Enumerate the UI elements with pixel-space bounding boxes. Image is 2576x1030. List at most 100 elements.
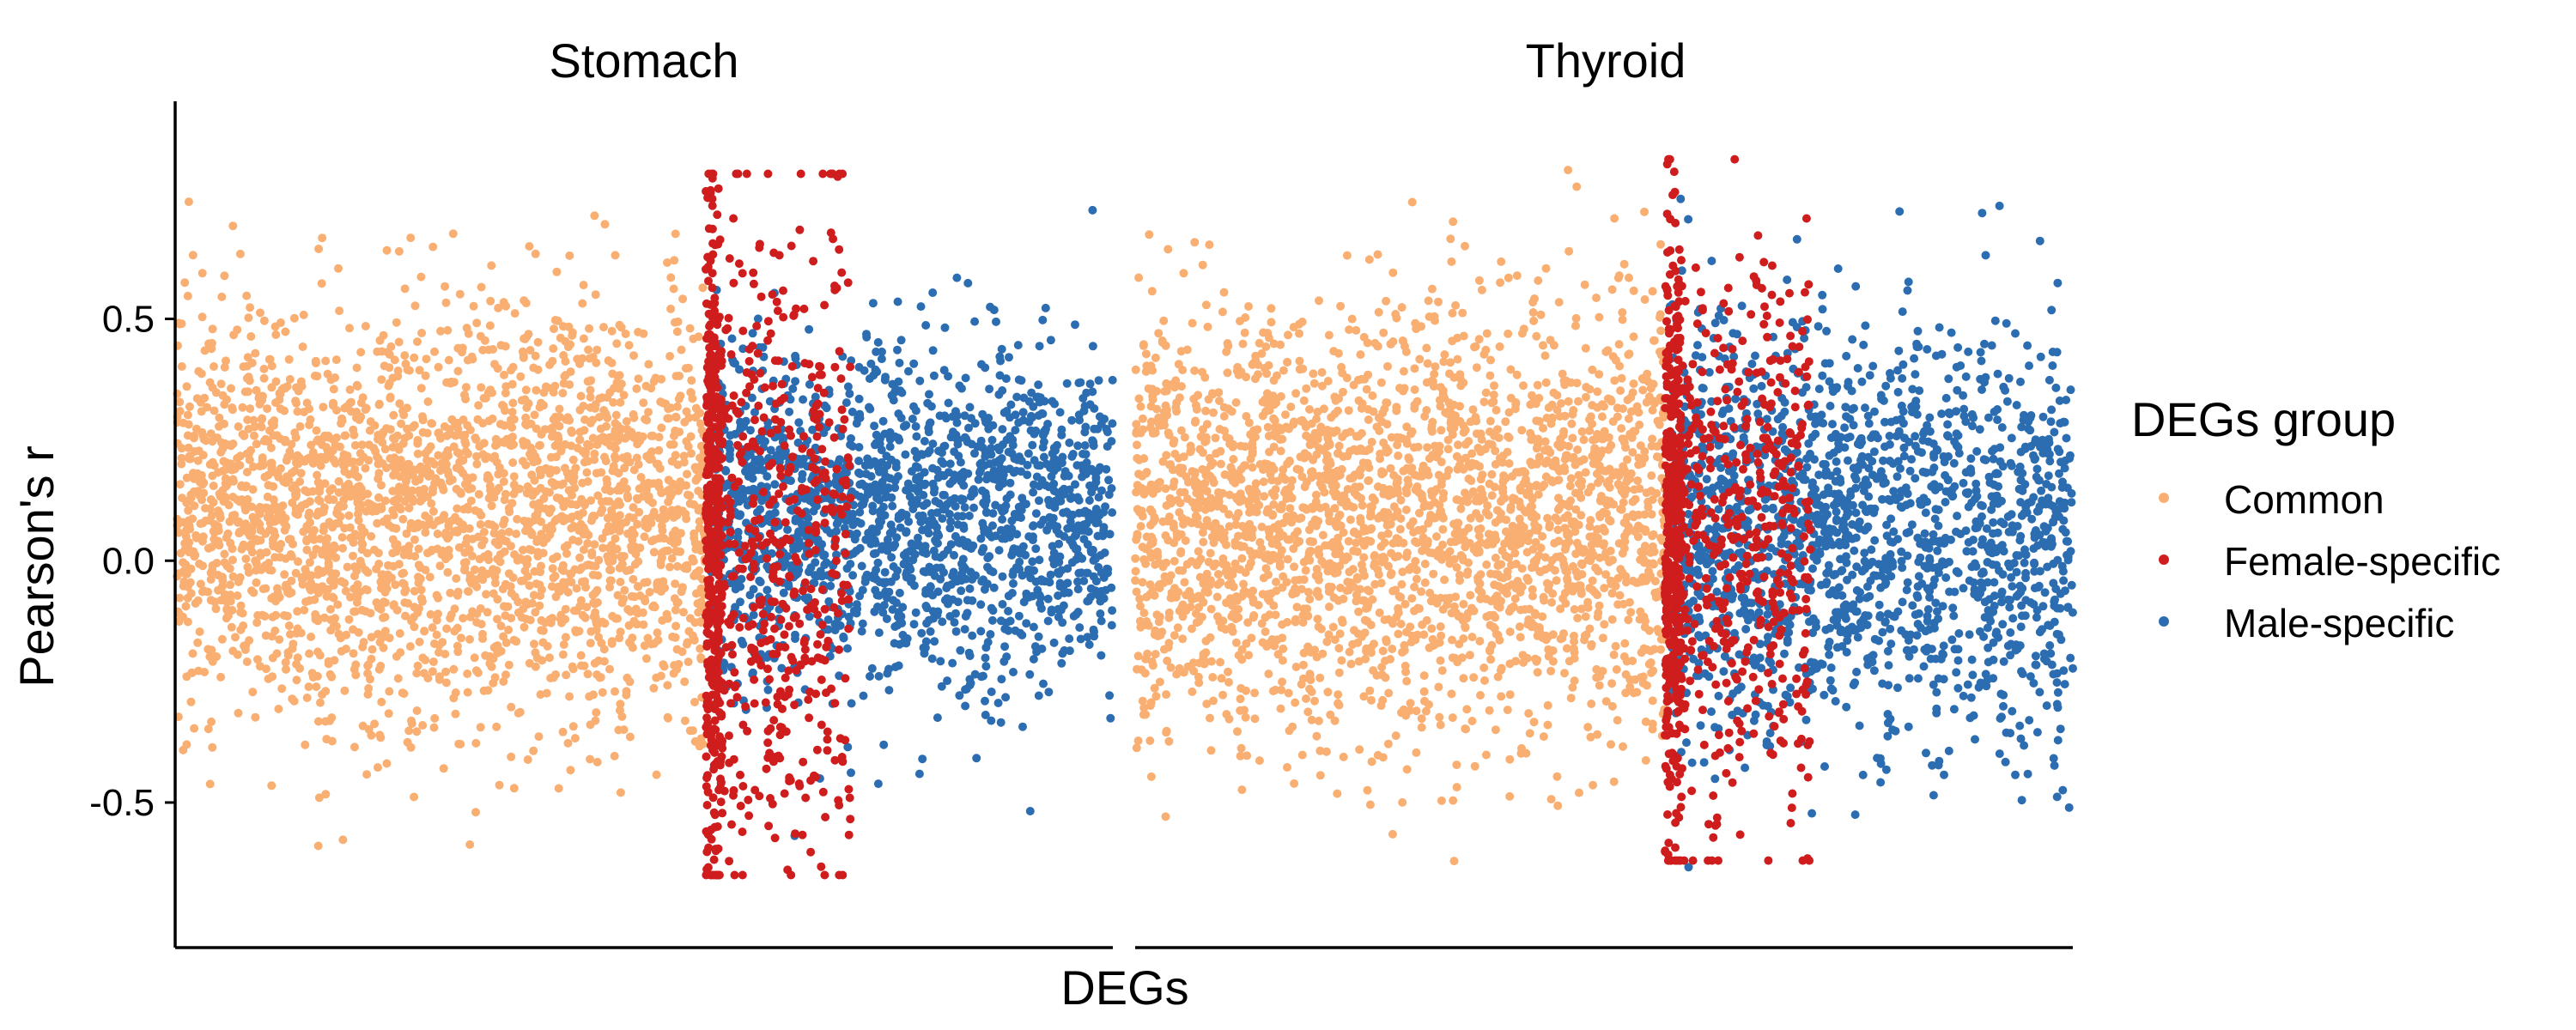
data-point [787, 241, 796, 251]
data-point [1019, 393, 1029, 403]
data-point [422, 354, 431, 364]
data-point [687, 388, 696, 397]
data-point [1036, 603, 1046, 613]
data-point [616, 700, 625, 709]
data-point [612, 339, 622, 348]
data-point [1073, 585, 1083, 594]
data-point [249, 462, 258, 471]
data-point [346, 487, 355, 496]
data-point [847, 768, 855, 778]
data-point [680, 677, 690, 687]
data-point [214, 526, 223, 536]
data-point [641, 490, 651, 500]
data-point [809, 407, 818, 416]
data-point [410, 535, 419, 544]
data-point [702, 713, 712, 723]
data-point [349, 430, 359, 439]
data-point [372, 598, 381, 607]
data-point [207, 717, 216, 726]
data-point [946, 433, 956, 442]
data-point [264, 481, 273, 490]
data-point [236, 601, 246, 610]
data-point [928, 346, 938, 355]
data-point [682, 481, 691, 490]
data-point [326, 604, 335, 614]
data-point [902, 573, 911, 582]
data-point [764, 461, 774, 470]
data-point [485, 482, 495, 491]
data-point [461, 446, 471, 456]
data-point [622, 484, 631, 494]
data-point [208, 437, 217, 446]
data-point [667, 554, 677, 563]
data-point [604, 522, 613, 531]
data-point [790, 700, 799, 710]
data-point [561, 604, 570, 614]
data-point [314, 793, 324, 803]
data-point [791, 351, 800, 360]
data-point [1106, 713, 1115, 723]
data-point [926, 582, 935, 591]
data-point [908, 505, 918, 513]
data-point [434, 451, 443, 460]
data-point [386, 342, 396, 351]
data-point [186, 564, 196, 573]
data-point [880, 375, 890, 385]
data-point [672, 537, 682, 547]
data-point [489, 345, 498, 354]
data-point [557, 512, 567, 521]
data-point [215, 541, 224, 550]
data-point [430, 347, 439, 356]
data-point [726, 350, 736, 359]
data-point [605, 388, 615, 397]
data-point [427, 499, 436, 508]
data-point [968, 487, 977, 496]
data-point [528, 491, 538, 500]
data-point [377, 697, 386, 706]
data-point [759, 413, 769, 422]
data-point [806, 448, 816, 457]
data-point [451, 709, 460, 718]
data-point [374, 474, 383, 483]
data-point [687, 376, 696, 385]
data-point [377, 375, 386, 385]
data-point [606, 576, 616, 585]
data-point [1068, 450, 1078, 458]
data-point [235, 451, 245, 461]
data-point [485, 321, 495, 330]
data-point [1009, 668, 1018, 676]
data-point [315, 534, 325, 543]
data-point [963, 609, 972, 618]
data-point [421, 371, 430, 380]
data-point [843, 278, 853, 288]
data-point [1107, 437, 1116, 446]
data-point [438, 546, 447, 555]
data-point [922, 619, 932, 628]
data-point [683, 657, 693, 667]
data-point [1064, 588, 1073, 597]
data-point [183, 291, 192, 300]
data-point [1005, 353, 1013, 362]
data-point [315, 483, 325, 493]
data-point [459, 614, 468, 623]
data-point [355, 457, 364, 466]
data-point [345, 385, 355, 394]
data-point [933, 713, 942, 723]
data-point [422, 456, 432, 465]
data-point [316, 461, 325, 470]
data-point [1079, 525, 1089, 535]
data-point [534, 732, 544, 742]
data-point [470, 653, 479, 663]
data-point [561, 633, 570, 642]
data-point [670, 594, 679, 603]
data-point [434, 593, 443, 603]
series-common-stomach [173, 197, 710, 851]
data-point [639, 398, 648, 408]
data-point [248, 688, 258, 697]
data-point [1025, 670, 1035, 679]
data-point [521, 413, 531, 422]
data-point [331, 373, 340, 382]
data-point [259, 436, 269, 445]
data-point [394, 445, 404, 454]
data-point [896, 336, 906, 345]
